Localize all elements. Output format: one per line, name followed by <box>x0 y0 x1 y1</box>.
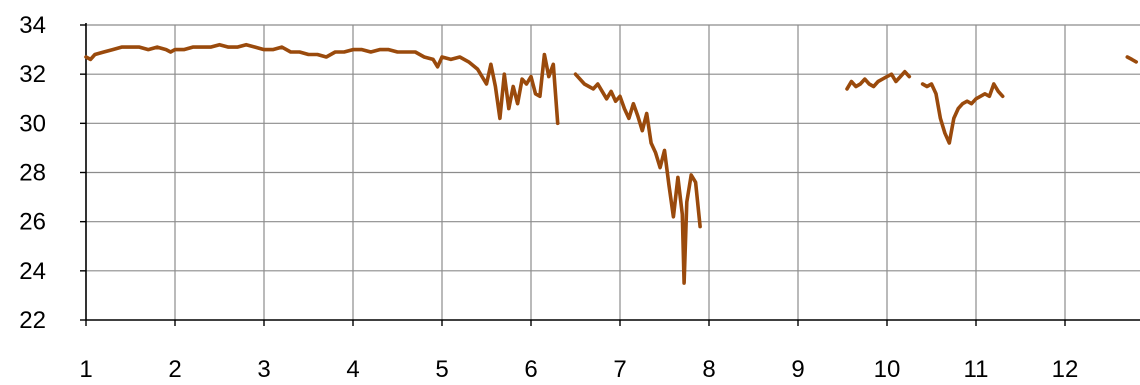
y-tick-label-22: 22 <box>19 307 46 334</box>
x-tick-label-2: 2 <box>168 356 181 383</box>
x-tick-label-1: 1 <box>79 356 92 383</box>
y-tick-label-24: 24 <box>19 258 46 285</box>
x-tick-label-11: 11 <box>964 356 989 383</box>
x-tick-label-10: 10 <box>874 356 901 383</box>
series-line-segment-3 <box>845 69 912 91</box>
x-tick-label-12: 12 <box>1052 356 1079 383</box>
y-tick-label-26: 26 <box>19 209 46 236</box>
x-tick-label-3: 3 <box>257 356 270 383</box>
x-tick-label-8: 8 <box>702 356 715 383</box>
x-tick-label-7: 7 <box>613 356 626 383</box>
y-axis-ticks: 22 24 26 28 30 32 34 <box>19 12 86 334</box>
series-line-segment-4 <box>920 82 1005 145</box>
x-axis-ticks: 1 2 3 4 5 6 7 8 9 10 11 12 <box>79 320 1078 383</box>
horizontal-gridlines <box>86 24 1140 272</box>
x-tick-label-5: 5 <box>435 356 448 383</box>
y-tick-label-32: 32 <box>19 61 46 88</box>
x-tick-label-9: 9 <box>791 356 804 383</box>
y-tick-label-34: 34 <box>19 12 46 39</box>
data-series <box>84 42 1138 285</box>
axes <box>85 23 1140 321</box>
y-tick-label-30: 30 <box>19 110 46 137</box>
series-line-segment-1 <box>84 42 560 126</box>
series-line-segment-2 <box>573 72 702 285</box>
series-line-segment-5 <box>1125 55 1138 64</box>
x-tick-label-6: 6 <box>524 356 537 383</box>
y-tick-label-28: 28 <box>19 160 46 187</box>
x-tick-label-4: 4 <box>346 356 359 383</box>
